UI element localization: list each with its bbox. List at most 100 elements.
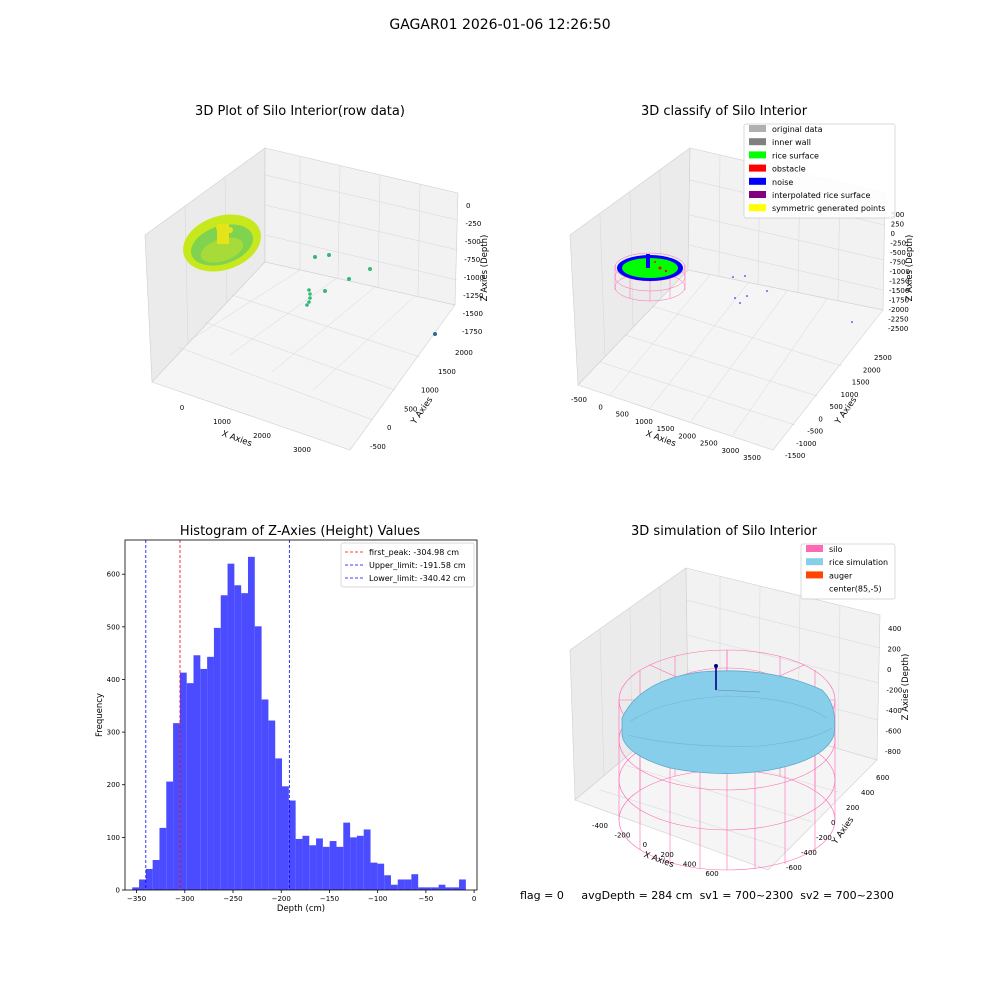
histogram-bar	[275, 758, 283, 890]
panel2-legend-label: noise	[772, 178, 793, 187]
panel1-z-label: Z Axies (Depth)	[480, 235, 490, 302]
panel4-x-tick-label: 600	[705, 870, 718, 878]
histogram-x-ticks: −350 −300 −250 −200 −150 −100 −50 0	[127, 890, 476, 903]
panel2-z-tick-label: -2250	[888, 316, 908, 324]
histogram-x-tick-label: −350	[127, 895, 146, 903]
panel2-x-tick-label: 3500	[743, 454, 761, 462]
panel4-legend-swatch	[806, 571, 823, 579]
histogram-bar	[139, 879, 146, 890]
panel1-x-ticks: 0 1000 2000 3000	[180, 404, 311, 454]
panel2-legend-label: symmetric generated points	[772, 204, 885, 213]
panel2-legend-label: original data	[772, 125, 823, 134]
histogram-bar	[220, 595, 228, 890]
histogram-bar	[159, 827, 167, 890]
histogram-bar	[193, 655, 201, 890]
panel4-z-tick-label: 200	[888, 646, 901, 654]
panel4-x-tick-label: 200	[661, 851, 674, 859]
histogram-x-tick-label: 0	[472, 895, 476, 903]
panel4-y-tick-label: -200	[816, 834, 832, 842]
panel4-y-tick-label: 0	[831, 819, 835, 827]
panel4-title: 3D simulation of Silo Interior	[631, 524, 817, 539]
histogram-bar	[438, 884, 446, 890]
histogram-bar	[295, 838, 303, 890]
histogram-x-tick-label: −300	[175, 895, 194, 903]
histogram-x-label: Depth (cm)	[277, 904, 325, 914]
panel2-x-tick-label: 2000	[678, 432, 696, 440]
histogram-bar	[356, 835, 364, 890]
histogram-y-tick-label: 100	[107, 834, 120, 842]
panel2-z-tick-label: -2500	[888, 325, 908, 333]
panel2-z-tick-label: -250	[890, 240, 906, 248]
panel2-legend-swatch	[749, 204, 766, 212]
histogram-bar	[207, 656, 214, 890]
panel2-x-tick-label: 3000	[721, 447, 739, 455]
panel2-y-tick-label: 1500	[852, 379, 870, 387]
panel4-legend-label: rice simulation	[829, 558, 888, 567]
histogram-legend-label: first_peak: -304.98 cm	[369, 548, 459, 557]
panel2-legend-label: rice surface	[772, 151, 819, 160]
panel1-y-tick-label: 1500	[438, 368, 456, 376]
panel1-y-tick-label: 500	[404, 405, 417, 413]
panel1-title: 3D Plot of Silo Interior(row data)	[195, 104, 405, 119]
panel2-legend-swatch	[749, 191, 766, 198]
histogram-y-tick-label: 400	[107, 676, 120, 684]
panel4-legend-label: center(85,-5)	[829, 585, 882, 594]
histogram-y-tick-label: 0	[116, 887, 120, 895]
panel2-legend-swatch	[749, 138, 766, 146]
histogram-bar	[261, 699, 269, 890]
panel2-legend-swatch	[749, 151, 766, 159]
histogram-x-tick-label: −250	[223, 895, 242, 903]
panel1-z-tick-label: -250	[465, 220, 481, 228]
histogram-y-tick-label: 200	[107, 781, 120, 789]
panel1-z-tick-label: -750	[464, 256, 480, 264]
panel4-x-tick-label: 0	[643, 841, 647, 849]
histogram-bar	[384, 875, 391, 890]
flag-status: flag = 0	[520, 889, 564, 902]
histogram-y-tick-label: 300	[107, 729, 120, 737]
panel2-z-ticks: 5002500-250-500-750-1000-1250-1500-1750-…	[888, 211, 910, 333]
histogram-bar	[363, 829, 371, 890]
histogram-bar	[288, 800, 296, 890]
auger	[714, 664, 761, 693]
histogram-bar	[329, 841, 337, 890]
panel1-z-tick-label: -1750	[462, 328, 482, 336]
panel1-z-tick-label: -1000	[464, 274, 484, 282]
panel1-rice-surface	[183, 214, 261, 272]
panel4-x-tick-label: -400	[592, 822, 608, 830]
panel1-y-tick-label: 1000	[421, 387, 439, 395]
histogram-bar	[343, 822, 351, 890]
panel2-x-tick-label: 2500	[700, 440, 718, 448]
panel2-z-tick-label: 0	[891, 230, 895, 238]
panel1-z-tick-label: -1500	[463, 310, 483, 318]
panel4-z-tick-label: -600	[886, 728, 902, 736]
panel2-z-label: Z Axies (Depth)	[905, 235, 915, 302]
panel3-title: Histogram of Z-Axies (Height) Values	[179, 524, 421, 539]
histogram-bar	[459, 879, 466, 890]
panel2-y-ticks: -1500 -1000 -500 0 500 1000 1500 2000 2500	[785, 354, 892, 460]
histogram-legend: first_peak: -304.98 cm Upper_limit: -191.…	[340, 542, 475, 588]
histogram-bar	[173, 723, 180, 890]
histogram-bar	[247, 556, 255, 890]
histogram-bar	[397, 879, 405, 890]
panel2-x-tick-label: 0	[598, 403, 602, 411]
histogram-bar	[268, 720, 276, 890]
panel1-x-tick-label: 2000	[253, 432, 271, 440]
histogram-bar	[377, 863, 385, 890]
panel1-y-ticks: -500 0 500 1000 1500 2000	[370, 349, 473, 451]
panel1-z-tick-label: 0	[466, 202, 470, 210]
panel4-legend-swatch	[806, 558, 823, 566]
histogram-bar	[431, 887, 439, 890]
histogram-bar	[418, 887, 426, 890]
panel2-z-tick-label: 250	[891, 221, 904, 229]
panel2-y-tick-label: 2000	[863, 366, 881, 374]
histogram-bar	[350, 837, 357, 890]
panel2-z-tick-label: -1250	[889, 278, 909, 286]
histogram-y-ticks: 0 100 200 300 400 500 600	[107, 571, 125, 895]
panel4-x-tick-label: 400	[683, 860, 696, 868]
histogram-bar	[302, 835, 310, 890]
panel2-legend-label: interpolated rice surface	[772, 191, 870, 200]
panel4-z-tick-label: 400	[888, 625, 901, 633]
panel1-x-tick-label: 3000	[293, 446, 311, 454]
histogram-bar	[316, 838, 323, 890]
